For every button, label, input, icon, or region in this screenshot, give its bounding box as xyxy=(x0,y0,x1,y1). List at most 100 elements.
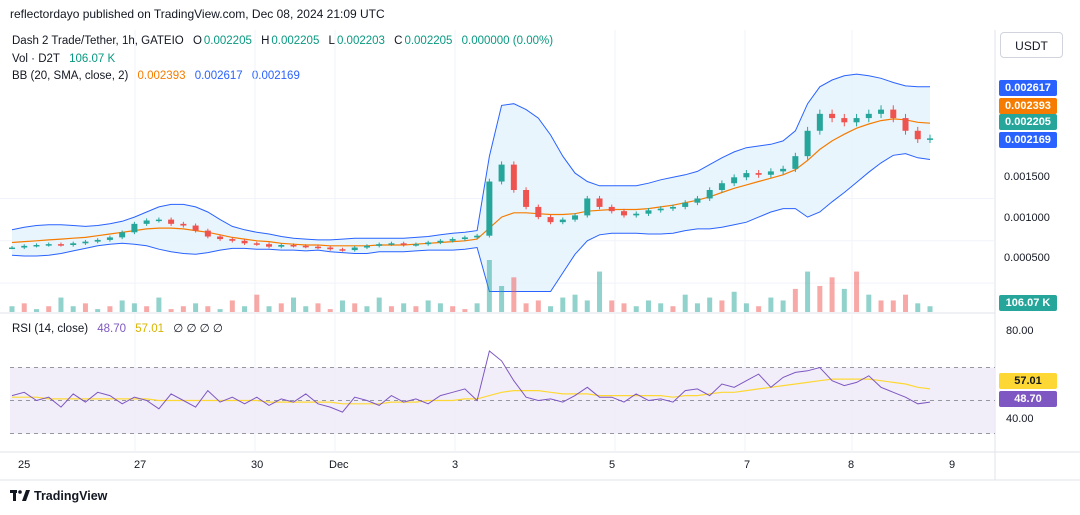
volume-bar xyxy=(572,294,578,312)
volume-bar xyxy=(743,303,749,312)
volume-bar xyxy=(46,306,52,312)
candle-body xyxy=(412,244,419,246)
volume-bar xyxy=(180,306,186,312)
volume-bar xyxy=(315,303,321,312)
candle-body xyxy=(217,236,224,240)
time-axis-label: 9 xyxy=(949,459,956,471)
volume-bar xyxy=(658,303,664,312)
candle-body xyxy=(584,198,591,216)
volume-bar xyxy=(560,297,566,312)
bb-basis-value: 0.002393 xyxy=(137,70,186,82)
volume-legend[interactable]: Vol · D2T 106.07 K xyxy=(12,53,117,65)
candle-body xyxy=(388,243,395,245)
volume-bar xyxy=(780,300,786,312)
volume-bar xyxy=(58,297,64,312)
volume-bar xyxy=(486,260,492,312)
rsi-ma-value: 57.01 xyxy=(135,323,165,335)
volume-bar xyxy=(229,300,235,312)
rsi-label: RSI (14, close) xyxy=(12,323,89,335)
volume-bar xyxy=(364,306,370,312)
candle-body xyxy=(596,198,603,207)
candle-body xyxy=(180,223,187,226)
symbol-title[interactable]: Dash 2 Trade/Tether, 1h, GATEIO xyxy=(12,35,184,47)
volume-bar xyxy=(156,297,162,312)
last-price-tag: 0.002205 xyxy=(999,114,1057,130)
candle-body xyxy=(645,210,652,214)
candle-body xyxy=(474,235,481,238)
volume-bar xyxy=(144,306,150,312)
volume-bar xyxy=(450,306,456,312)
volume-bar xyxy=(915,303,921,312)
volume-bar xyxy=(168,309,174,312)
volume-bar xyxy=(523,303,529,312)
bb-fill xyxy=(12,74,930,292)
volume-bar xyxy=(756,306,762,312)
rsi-legend[interactable]: RSI (14, close) 48.70 57.01 ∅ ∅ ∅ ∅ xyxy=(12,321,225,335)
candle-body xyxy=(547,217,554,223)
volume-bar xyxy=(645,300,651,312)
candle-body xyxy=(315,246,321,249)
volume-bar xyxy=(621,303,627,312)
candle-body xyxy=(890,109,897,119)
footer-brand: TradingView xyxy=(34,489,108,503)
bb-legend[interactable]: BB (20, SMA, close, 2) 0.002393 0.002617… xyxy=(12,70,302,82)
bb-upper-tag: 0.002617 xyxy=(999,80,1057,96)
candle-body xyxy=(743,173,750,178)
candle-body xyxy=(669,206,676,209)
volume-bar xyxy=(584,300,590,312)
bb-lower-tag: 0.002169 xyxy=(999,132,1057,148)
tradingview-logo-icon xyxy=(10,490,30,501)
candle-body xyxy=(400,243,407,245)
bb-lower-line xyxy=(11,153,931,292)
candle-body xyxy=(902,118,909,131)
volume-bar xyxy=(719,300,725,312)
volume-bar xyxy=(339,300,345,312)
candle-body xyxy=(914,130,921,140)
candle-body xyxy=(241,240,248,244)
candle-body xyxy=(302,245,309,248)
volume-bar xyxy=(278,303,284,312)
candle-body xyxy=(376,244,383,246)
volume-bar xyxy=(193,303,199,312)
volume-tag: 106.07 K xyxy=(999,295,1057,311)
candle-body xyxy=(131,223,138,233)
candle-body xyxy=(363,245,370,248)
volume-bar xyxy=(670,306,676,312)
bb-lower-value: 0.002169 xyxy=(251,70,300,82)
candle-body xyxy=(425,242,432,245)
currency-button[interactable]: USDT xyxy=(1000,32,1063,58)
volume-bar xyxy=(437,303,443,312)
volume-bar xyxy=(131,303,137,312)
candle-body xyxy=(229,239,236,241)
candle-body xyxy=(57,244,64,246)
volume-bar xyxy=(890,300,896,312)
volume-bar xyxy=(841,288,847,312)
time-axis-label: 25 xyxy=(18,459,31,471)
volume-bar xyxy=(388,306,394,312)
volume-bar xyxy=(511,277,517,312)
candle-body xyxy=(204,230,211,237)
candle-body xyxy=(780,168,787,172)
candle-body xyxy=(572,215,579,220)
tradingview-footer[interactable]: TradingView xyxy=(10,489,107,503)
volume-bars xyxy=(9,260,933,312)
candle-body xyxy=(192,225,199,231)
volume-bar xyxy=(254,294,260,312)
candle-body xyxy=(927,138,933,140)
bb-label: BB (20, SMA, close, 2) xyxy=(12,70,129,82)
candle-body xyxy=(621,211,627,216)
candle-body xyxy=(731,177,738,184)
candle-body xyxy=(804,130,811,157)
volume-bar xyxy=(548,306,554,312)
volume-bar xyxy=(266,306,272,312)
candle-body xyxy=(718,183,725,190)
volume-bar xyxy=(33,309,39,312)
volume-bar xyxy=(792,288,798,312)
volume-bar xyxy=(70,306,76,312)
candle-body xyxy=(706,190,713,199)
volume-bar xyxy=(854,271,860,312)
candle-body xyxy=(878,109,885,114)
volume-bar xyxy=(878,300,884,312)
volume-bar xyxy=(829,277,835,312)
